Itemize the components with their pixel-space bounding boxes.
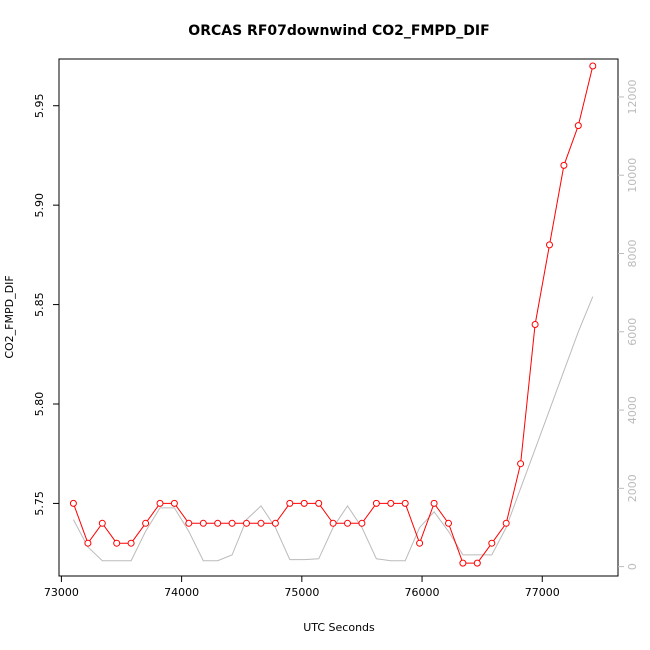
data-point — [286, 499, 294, 507]
data-point — [84, 539, 92, 547]
data-point — [517, 460, 525, 468]
data-point — [560, 161, 568, 169]
y-tick-label: 5.95 — [33, 93, 46, 118]
data-point — [185, 519, 193, 527]
y-tick-label: 5.80 — [33, 392, 46, 417]
data-point — [243, 519, 250, 527]
y2-tick-label: 10000 — [626, 158, 639, 193]
data-point — [430, 499, 438, 507]
x-tick-label: 73000 — [44, 586, 79, 599]
x-tick-label: 77000 — [525, 586, 560, 599]
data-point — [127, 539, 135, 547]
data-point — [546, 241, 553, 249]
y-tick-label: 5.75 — [33, 491, 46, 516]
chart-title: ORCAS RF07downwind CO2_FMPD_DIF — [188, 23, 489, 39]
data-point — [214, 519, 222, 527]
x-tick-label: 74000 — [164, 586, 199, 599]
y2-tick-label: 0 — [626, 563, 639, 570]
x-tick-label: 75000 — [284, 586, 319, 599]
left-axis-series-line — [72, 65, 594, 564]
data-point — [69, 499, 77, 507]
data-point — [387, 499, 395, 507]
y2-tick-label: 6000 — [626, 318, 639, 346]
data-point — [574, 122, 582, 130]
data-point — [401, 499, 409, 507]
y-axis-label: CO2_FMPD_DIF — [3, 275, 16, 358]
plot-frame — [58, 58, 619, 577]
data-point — [228, 519, 236, 527]
data-point — [416, 539, 424, 547]
data-point — [156, 499, 164, 507]
data-point — [98, 519, 106, 527]
data-point — [329, 519, 337, 527]
series-layer — [69, 62, 597, 567]
data-point — [257, 519, 265, 527]
data-point — [488, 539, 496, 547]
y2-tick-label: 8000 — [626, 240, 639, 268]
data-point — [170, 499, 178, 507]
data-point — [459, 559, 467, 567]
y2-tick-label: 2000 — [626, 474, 639, 502]
data-point — [473, 559, 481, 567]
axes-layer: 73000 74000 75000 76000 77000 5.75 5.80 5.85 5.9… — [33, 80, 639, 600]
data-point — [589, 62, 597, 70]
data-point — [372, 499, 380, 507]
data-point — [502, 519, 510, 527]
y2-tick-label: 12000 — [626, 80, 639, 115]
data-point — [300, 499, 308, 507]
data-point — [531, 321, 539, 328]
x-axis-label: UTC Seconds — [303, 621, 375, 634]
y2-tick-label: 4000 — [626, 396, 639, 424]
right-axis-series-line — [72, 296, 594, 562]
data-point — [358, 519, 366, 527]
data-point — [199, 519, 207, 527]
data-point — [445, 519, 452, 527]
x-tick-label: 76000 — [405, 586, 440, 599]
data-point — [142, 519, 150, 527]
y-tick-label: 5.85 — [33, 292, 46, 317]
data-point — [344, 519, 351, 527]
data-point — [113, 539, 121, 547]
data-point — [271, 519, 279, 527]
y-tick-label: 5.90 — [33, 193, 46, 218]
data-point — [315, 499, 323, 507]
